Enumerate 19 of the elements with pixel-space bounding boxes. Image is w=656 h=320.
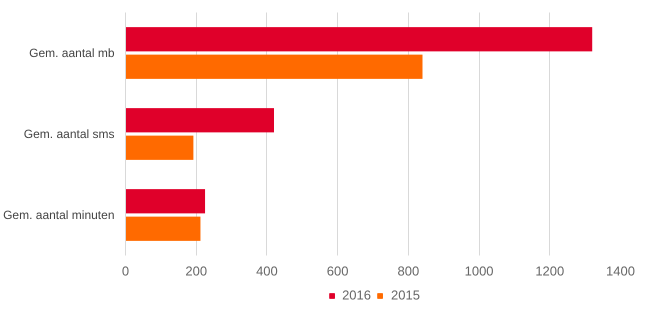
x-tick-label: 1000 — [464, 264, 494, 278]
legend-label: 2015 — [391, 288, 420, 302]
x-tick-label: 600 — [326, 264, 348, 278]
bar — [126, 216, 200, 241]
x-tick-label: 1400 — [606, 264, 635, 278]
bar — [126, 108, 274, 132]
y-tick-label: Gem. aantal sms — [24, 127, 115, 141]
x-tick-label: 1200 — [535, 264, 564, 278]
bar — [126, 136, 194, 160]
x-tick-label: 200 — [185, 264, 208, 278]
x-tick-label: 800 — [398, 264, 420, 278]
bar — [126, 27, 592, 52]
bar — [126, 189, 206, 214]
x-tick-label: 400 — [256, 264, 278, 278]
bar — [126, 54, 422, 79]
y-tick-label: Gem. aantal minuten — [3, 208, 115, 222]
y-tick-label: Gem. aantal mb — [29, 46, 115, 60]
legend-label: 2016 — [342, 288, 371, 302]
x-tick-label: 0 — [122, 264, 130, 278]
